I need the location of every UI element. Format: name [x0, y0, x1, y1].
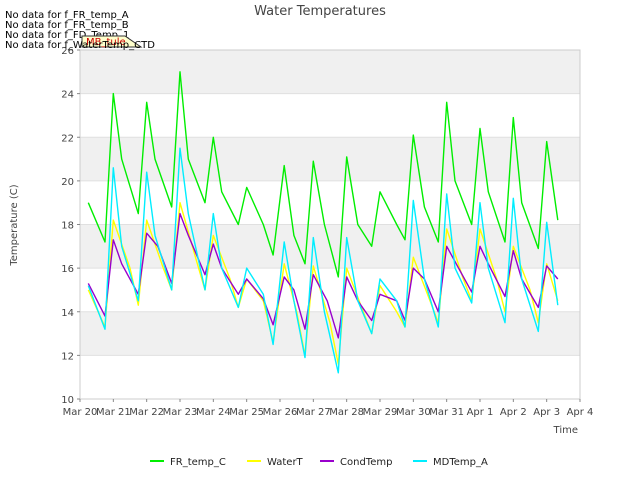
series-line-fr-temp-c	[87, 71, 559, 278]
x-tick-label: Mar 26	[263, 407, 298, 418]
no-data-message: No data for f_FD_Temp_1	[5, 30, 129, 41]
y-tick-label: 26	[61, 46, 74, 57]
x-tick-label: Mar 22	[129, 407, 164, 418]
x-tick-label: Mar 21	[96, 407, 131, 418]
y-tick-label: 10	[61, 395, 74, 406]
legend-label: WaterT	[267, 457, 304, 468]
legend-label: FR_temp_C	[170, 457, 226, 468]
y-tick-label: 18	[61, 221, 74, 232]
grid-band	[80, 93, 580, 138]
no-data-message: No data for f_FR_temp_A	[5, 10, 129, 21]
series-line-mdtemp-a	[87, 147, 559, 374]
chart-title: Water Temperatures	[254, 4, 386, 19]
no-data-message: No data for f_WaterTemp_CTD	[5, 40, 155, 51]
x-tick-label: Mar 28	[329, 407, 364, 418]
grid-band	[80, 137, 580, 181]
x-tick-label: Mar 23	[163, 407, 198, 418]
tooltip-box: MB_tule	[81, 35, 143, 48]
tooltip-text: MB_tule	[86, 37, 126, 48]
grid-band	[80, 268, 580, 312]
y-tick-label: 22	[61, 133, 74, 144]
y-tick-label: 14	[61, 308, 74, 319]
x-tick-label: Apr 1	[467, 407, 494, 418]
x-tick-label: Apr 4	[567, 407, 594, 418]
legend-label: MDTemp_A	[433, 457, 488, 468]
x-tick-label: Apr 3	[533, 407, 560, 418]
no-data-message: No data for f_FR_temp_B	[5, 20, 129, 31]
y-tick-label: 20	[61, 177, 74, 188]
x-tick-label: Apr 2	[500, 407, 527, 418]
y-tick-label: 12	[61, 351, 74, 362]
x-tick-label: Mar 25	[229, 407, 264, 418]
y-tick-label: 16	[61, 264, 74, 275]
x-tick-label: Mar 31	[429, 407, 464, 418]
x-tick-label: Mar 24	[196, 407, 231, 418]
grid-band	[80, 355, 580, 399]
y-tick-label: 24	[61, 90, 74, 101]
series-lines	[87, 71, 559, 374]
x-tick-label: Mar 30	[396, 407, 431, 418]
legend: FR_temp_C WaterT CondTemp MDTemp_A	[150, 457, 488, 468]
x-tick-label: Mar 29	[363, 407, 398, 418]
y-axis-label: Temperature (C)	[9, 184, 20, 266]
y-axis-ticks: 10 12 14 16 18 20 22 24 26	[61, 46, 80, 406]
x-tick-label: Mar 27	[296, 407, 331, 418]
x-axis-label: Time	[553, 425, 578, 436]
grid-band	[80, 180, 580, 225]
grid-band	[80, 50, 580, 94]
x-tick-label: Mar 20	[63, 407, 98, 418]
legend-label: CondTemp	[340, 457, 392, 468]
